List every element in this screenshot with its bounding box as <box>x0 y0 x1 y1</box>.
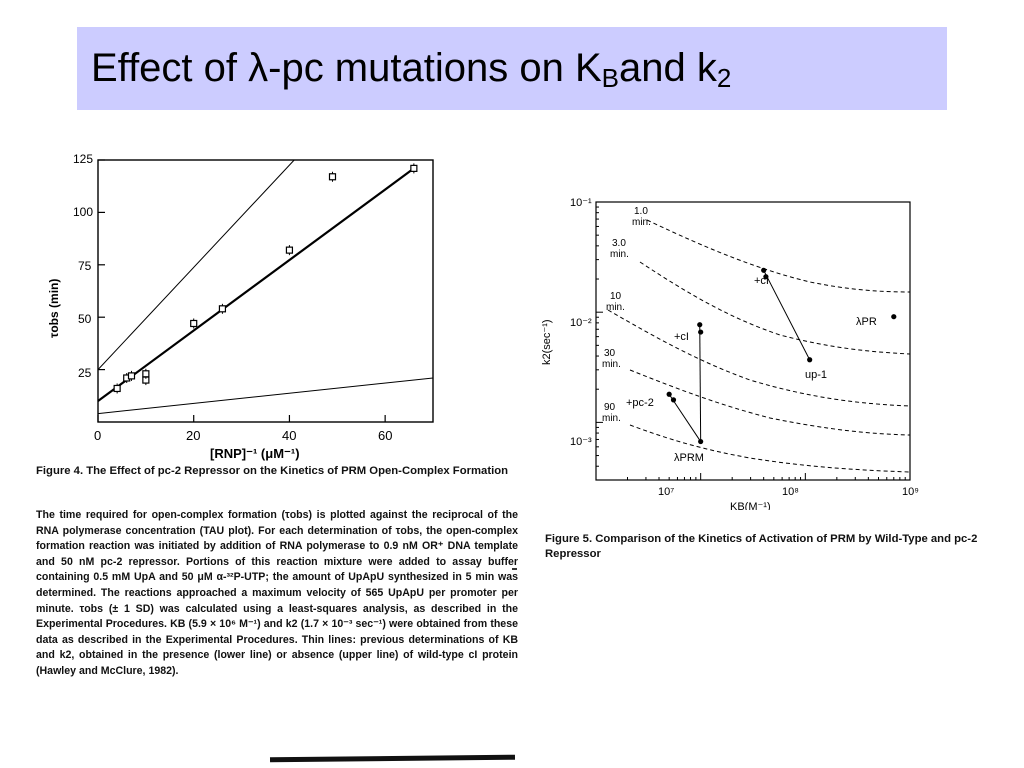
figure4-data-point <box>142 370 150 378</box>
figure4-data-point <box>328 173 337 181</box>
figure4-xtick-label: 40 <box>282 428 296 443</box>
figure5-data-point <box>807 357 813 363</box>
figure4-data-point <box>113 384 121 393</box>
figure5-kinetics-plot: 10⁻¹ 10⁻² 10⁻³ 10⁷ 10⁸ 10⁹ KB(M⁻¹) k2(se… <box>541 197 919 510</box>
title-mid: and k <box>618 46 717 90</box>
figure5-plot-frame <box>595 201 911 481</box>
figure5-xtick-label: 10⁷ <box>658 486 674 498</box>
figure5-ytick-label: 10⁻² <box>570 317 592 329</box>
figure4-tau-plot: 125 100 75 50 25 0 20 40 60 [RNP]⁻¹ (μM⁻… <box>47 152 434 461</box>
figure4-xtick-label: 20 <box>186 428 200 443</box>
figure5-ytick-label: 10⁻¹ <box>570 197 592 209</box>
title-main: Effect of λ-pc mutations on K <box>91 46 602 90</box>
figure5-curve-label-90min-unit: min. <box>602 413 621 424</box>
figure5-data-point <box>698 438 704 445</box>
figure4-ytick-label: 50 <box>78 312 92 326</box>
figure5-curve-label-3min-unit: min. <box>610 249 629 260</box>
figure5-connector-line <box>763 270 811 361</box>
figure5-point-label: +pc-2 <box>626 397 654 409</box>
figure5-ytick-label: 10⁻³ <box>570 436 592 448</box>
figure5-dashed-curve-3min <box>639 261 911 355</box>
figure4-caption-body: The time required for open-complex forma… <box>36 509 518 677</box>
stray-mark <box>512 568 517 570</box>
figure5-xtick-label: 10⁸ <box>782 486 799 498</box>
figure5-curve-label-3min: 3.0 <box>612 238 626 249</box>
figure4-xtick-label: 60 <box>378 428 392 443</box>
figure5-xtick-label: 10⁹ <box>902 486 919 498</box>
figure4-fit-line <box>97 167 415 402</box>
figure5-y-axis-label: k2(sec⁻¹) <box>541 319 553 365</box>
figure5-curve-label-1min: 1.0 <box>634 206 648 217</box>
figure5-point-label: λPR <box>856 316 877 328</box>
figure5-dashed-curve-1min <box>646 219 911 293</box>
figure5-point-label: up-1 <box>805 369 827 381</box>
figure4-ytick-label: 75 <box>78 259 92 273</box>
figure4-ytick-label: 100 <box>73 205 93 219</box>
figure4-thin-line-upper <box>97 159 295 370</box>
figure5-curve-label-10min: 10 <box>610 291 622 302</box>
title-subscript-b: B <box>601 63 619 93</box>
figure5-x-axis-label: KB(M⁻¹) <box>730 501 771 510</box>
figure4-data-point <box>190 319 198 328</box>
scan-artifact-bar <box>269 754 516 763</box>
figure4-y-axis-label: τobs (min) <box>47 279 61 338</box>
figure5-dashed-curve-30min <box>629 369 911 436</box>
figure4-caption-title: Figure 4. The Effect of pc-2 Repressor o… <box>36 465 509 477</box>
figure4-data-point <box>127 372 136 380</box>
figure5-data-point <box>670 397 677 403</box>
figure4-plot-frame <box>97 159 434 423</box>
figure5-curve-label-30min: 30 <box>604 348 616 359</box>
figure4-thin-line-lower <box>97 377 434 415</box>
figure5-data-point <box>761 267 767 273</box>
figure5-point-label: +cI <box>674 331 689 343</box>
figure5-connector-line <box>699 324 702 442</box>
figure5-curve-label-1min-unit: min. <box>632 217 651 228</box>
figure4-data-point <box>410 164 418 172</box>
figure4-ytick-label: 125 <box>73 152 93 166</box>
figure4-data-point <box>218 305 227 313</box>
figure5-data-point <box>697 322 703 328</box>
figure4-data-point <box>285 246 294 254</box>
figure5-data-point <box>891 314 897 320</box>
figure4-x-axis-label: [RNP]⁻¹ (μM⁻¹) <box>210 446 300 461</box>
figure5-dashed-curve-10min <box>607 309 911 407</box>
figure5-curve-label-30min-unit: min. <box>602 359 621 370</box>
figure5-caption: Figure 5. Comparison of the Kinetics of … <box>545 533 978 560</box>
figure4-xtick-label: 0 <box>94 428 101 443</box>
figure5-data-point <box>666 391 672 397</box>
figure4-ytick-label: 25 <box>78 366 92 380</box>
figure5-point-label: +cI <box>754 275 769 287</box>
title-subscript-2: 2 <box>716 63 732 93</box>
figure5-curve-label-10min-unit: min. <box>606 302 625 313</box>
figure5-point-label: λPRM <box>674 452 704 464</box>
figure5-data-point <box>763 274 769 280</box>
figure5-dashed-curve-90min <box>629 424 911 473</box>
figure5-data-point <box>698 329 704 335</box>
figure5-curve-label-90min: 90 <box>604 402 616 413</box>
